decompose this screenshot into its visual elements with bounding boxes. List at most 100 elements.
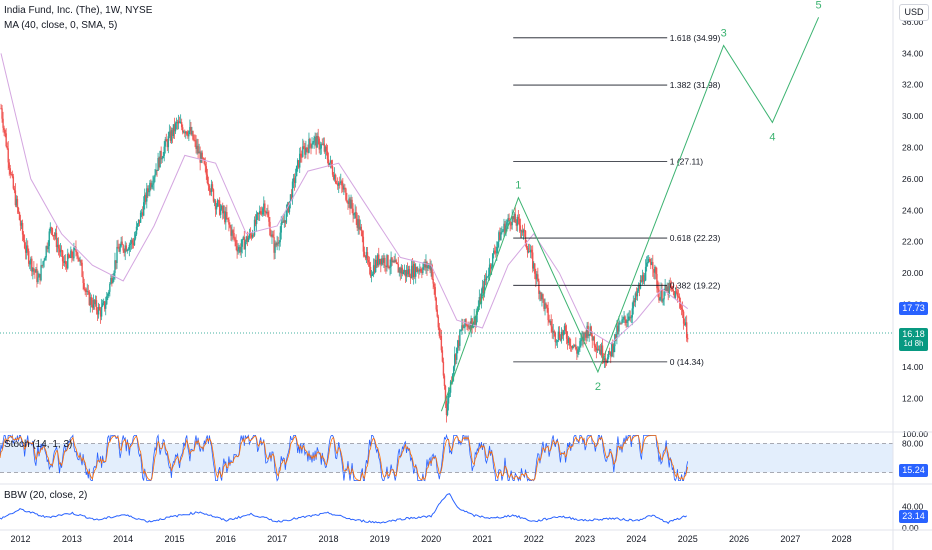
candle-body — [154, 174, 156, 178]
candle-body — [363, 251, 366, 257]
candle-body — [475, 314, 477, 325]
candle-body — [190, 127, 192, 135]
candle-body — [558, 331, 561, 339]
price-tick-label: 22.00 — [902, 237, 924, 247]
candle-body — [88, 291, 90, 305]
ma-legend[interactable]: MA (40, close, 0, SMA, 5) — [4, 20, 118, 31]
candle-body — [147, 188, 149, 192]
candle-body — [675, 291, 678, 293]
candle-body — [497, 241, 499, 248]
candle-body — [684, 322, 687, 326]
candle-body — [603, 358, 606, 361]
stoch-k-line — [0, 433, 689, 482]
candle-body — [578, 347, 580, 351]
time-tick-label: 2013 — [62, 534, 82, 544]
candle-body — [493, 250, 495, 254]
candle-body — [551, 326, 553, 332]
candle-body — [110, 278, 112, 284]
candle-body — [106, 296, 108, 305]
candle-body — [435, 297, 437, 310]
currency-button[interactable]: USD — [899, 4, 929, 21]
candle-body — [424, 262, 426, 268]
candle-body — [148, 191, 150, 193]
candle-body — [600, 345, 603, 355]
candle-body — [248, 232, 251, 238]
candle-body — [622, 319, 624, 320]
candle-body — [130, 240, 133, 244]
candle-body — [377, 254, 379, 266]
candle-body — [276, 242, 278, 246]
candle-body — [639, 279, 642, 289]
time-tick-label: 2022 — [524, 534, 544, 544]
candle-body — [323, 143, 326, 152]
candle-body — [662, 299, 664, 302]
wave-label-4: 4 — [769, 131, 775, 143]
candle-body — [590, 326, 592, 336]
candle-body — [122, 244, 124, 251]
candle-body — [275, 243, 277, 246]
candle-body — [388, 266, 390, 268]
candle-body — [407, 269, 410, 275]
candle-body — [439, 335, 442, 337]
candle-body — [479, 297, 482, 304]
candle-body — [563, 325, 566, 331]
price-tick-label: 20.00 — [902, 268, 924, 278]
candle-body — [402, 271, 405, 274]
candle-body — [28, 251, 30, 264]
candle-body — [21, 223, 24, 235]
elliott-wave[interactable]: 1 2 3 4 5 — [440, 0, 822, 412]
stoch-legend[interactable]: Stoch (14, 1, 3) — [4, 439, 73, 450]
candle-body — [112, 278, 114, 283]
candle-body — [373, 265, 376, 272]
candle-body — [254, 219, 257, 225]
candle-body — [369, 266, 372, 276]
candle-body — [379, 258, 381, 264]
candle-body — [312, 142, 314, 145]
candle-body — [576, 349, 578, 354]
candle-body — [246, 236, 249, 242]
candle-body — [518, 218, 521, 226]
candle-body — [47, 246, 49, 250]
candle-body — [42, 261, 44, 266]
candle-body — [127, 249, 130, 251]
wave-line[interactable] — [440, 17, 820, 412]
candle-body — [423, 262, 425, 268]
candle-body — [270, 235, 272, 237]
candle-body — [168, 131, 171, 137]
price-tick-label: 36.00 — [902, 17, 924, 27]
candle-body — [389, 266, 391, 268]
candle-body — [261, 213, 263, 215]
candle-body — [630, 317, 632, 319]
candle-body — [569, 345, 572, 347]
wave-label-1: 1 — [515, 180, 521, 192]
candle-body — [606, 357, 609, 363]
candle-body — [376, 259, 378, 266]
candle-body — [404, 270, 407, 277]
candle-body — [121, 241, 123, 245]
bbw-legend[interactable]: BBW (20, close, 2) — [4, 490, 88, 501]
candle-body — [144, 194, 146, 203]
price-tick-label: 30.00 — [902, 111, 924, 121]
candle-body — [225, 212, 227, 223]
candle-body — [667, 286, 669, 296]
candle-body — [491, 253, 494, 267]
candle-body — [472, 324, 474, 328]
candle-body — [92, 300, 95, 308]
candle-body — [398, 268, 400, 273]
candle-body — [219, 209, 222, 215]
candle-body — [499, 232, 501, 241]
price-tick-label: 12.00 — [902, 394, 924, 404]
candle-body — [529, 249, 532, 253]
fibonacci-levels[interactable]: 0 (14.34) 0.382 (19.22) 0.618 (22.23) 1 (27… — [513, 33, 720, 367]
candle-body — [221, 205, 223, 210]
candle-body — [7, 148, 9, 163]
candle-body — [68, 253, 70, 258]
candle-body — [36, 269, 38, 283]
candle-body — [263, 203, 265, 209]
price-tick-label: 32.00 — [902, 80, 924, 90]
candle-body — [637, 285, 640, 291]
candle-body — [27, 245, 29, 252]
time-tick-label: 2023 — [575, 534, 595, 544]
candle-body — [599, 349, 602, 355]
